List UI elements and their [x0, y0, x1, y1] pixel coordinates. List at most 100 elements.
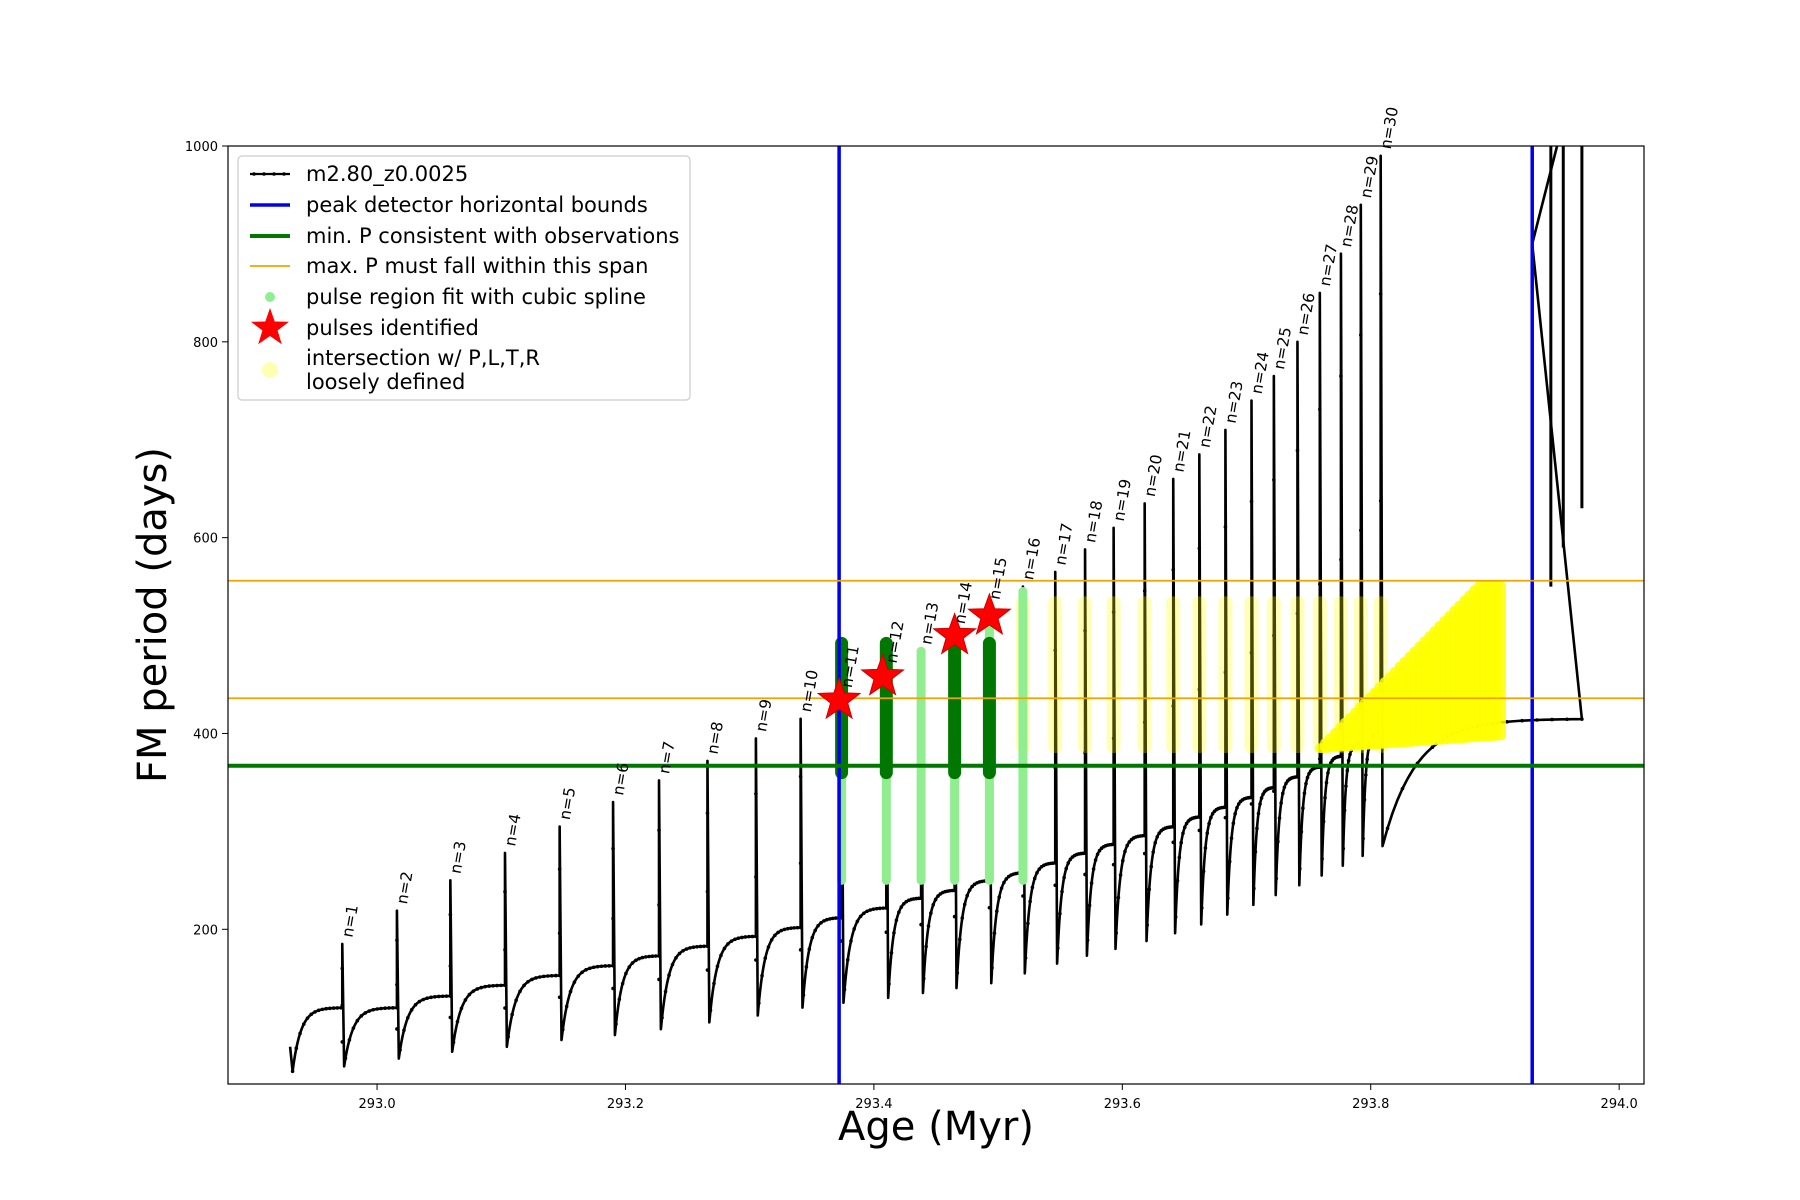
model-series-point: [792, 926, 796, 930]
model-series-point: [736, 936, 741, 940]
model-series-point: [798, 925, 803, 930]
model-series-point: [643, 955, 648, 959]
model-series-point: [1089, 881, 1094, 885]
model-series-point: [328, 1006, 332, 1011]
model-series-point: [1253, 850, 1258, 854]
pulse-label: n=9: [752, 698, 775, 733]
pulse-regions-layer: [835, 580, 1506, 885]
model-series-point: [807, 947, 812, 951]
model-series-point: [952, 888, 957, 893]
loose-intersection-band: [1218, 596, 1233, 754]
model-series-point: [1114, 931, 1119, 935]
model-series-point: [1272, 789, 1276, 794]
pulse-identified-star: [967, 592, 1012, 636]
model-series-point: [1142, 851, 1147, 856]
model-series-point: [1091, 867, 1096, 871]
model-series-point: [674, 955, 678, 960]
loose-intersection-band: [1078, 596, 1093, 754]
legend-handle-model-point: [252, 172, 256, 176]
model-series-point: [591, 965, 596, 970]
model-series-point: [440, 994, 445, 999]
model-series-point: [712, 981, 716, 986]
legend-label: loosely defined: [306, 370, 465, 394]
model-series-point: [627, 965, 632, 969]
model-series-point: [999, 886, 1004, 891]
model-series-point: [1085, 938, 1090, 942]
model-series-point: [588, 966, 592, 971]
model-series-point: [881, 906, 885, 910]
model-series-point: [1304, 781, 1308, 786]
model-series-point: [894, 918, 899, 923]
model-series-point: [506, 1035, 510, 1039]
model-series-point: [448, 964, 453, 968]
model-series-point: [858, 914, 863, 919]
model-series-point: [1226, 896, 1230, 901]
model-series-point: [1305, 775, 1310, 780]
model-series-point: [1235, 805, 1239, 810]
model-series-point: [750, 934, 755, 939]
model-series-point: [702, 944, 706, 949]
model-series-point: [557, 931, 562, 936]
pulse-label: n=7: [655, 740, 678, 775]
model-series-point: [451, 1040, 456, 1045]
model-series-point: [647, 954, 651, 959]
model-series-point: [957, 937, 962, 942]
model-series-point: [1125, 843, 1129, 848]
model-series-point: [897, 910, 901, 914]
y-tick-label: 600: [193, 532, 218, 547]
model-series-point: [719, 953, 723, 958]
model-series-point: [607, 964, 611, 968]
legend-label: peak detector horizontal bounds: [306, 193, 648, 217]
model-series-point: [455, 1019, 460, 1024]
model-series-point: [1127, 840, 1132, 844]
pulse-label: n=5: [556, 786, 579, 821]
legend-label: pulse region fit with cubic spline: [306, 285, 646, 309]
model-series-point: [657, 977, 661, 982]
pulse-label: n=1: [338, 903, 361, 938]
reference-lines-layer: [228, 146, 1644, 1084]
model-series-point: [1565, 717, 1569, 722]
model-series-point: [892, 931, 896, 935]
model-series-point: [1580, 717, 1584, 721]
model-series-point: [572, 980, 577, 984]
model-series-point: [534, 976, 538, 980]
model-series-point: [833, 916, 838, 920]
model-series-point: [1318, 757, 1322, 761]
model-series-point: [557, 867, 562, 871]
model-series-point: [766, 945, 771, 949]
model-series-point: [670, 962, 675, 967]
model-series-point: [557, 995, 562, 1000]
model-series-point: [1120, 858, 1125, 863]
pulse-label: n=3: [447, 840, 470, 875]
model-series-point: [395, 938, 399, 943]
pulse-label: n=20: [1141, 453, 1166, 498]
model-series-point: [667, 973, 671, 977]
model-series-layer: [288, 146, 1584, 1074]
model-series-point: [715, 964, 720, 969]
model-series-point: [584, 968, 588, 972]
model-series-point: [995, 909, 999, 914]
model-series-point: [402, 1028, 406, 1033]
model-series-point: [733, 937, 737, 942]
pulse-label: n=10: [797, 668, 822, 713]
model-series-point: [305, 1016, 310, 1020]
model-series-point: [429, 995, 433, 1000]
legend-handle-spline: [265, 292, 275, 302]
model-series-point: [1118, 873, 1123, 877]
x-tick-label: 294.0: [1601, 1097, 1638, 1112]
model-series-point: [359, 1014, 364, 1018]
model-series-point: [801, 993, 806, 997]
pulse-label: n=19: [1110, 478, 1135, 523]
model-series-point: [1023, 956, 1028, 960]
model-series-point: [929, 911, 933, 915]
pulse-label: n=22: [1196, 404, 1221, 449]
model-series-point: [1279, 801, 1283, 805]
legend-handle-model-point: [272, 172, 276, 176]
model-series-point: [822, 919, 826, 923]
model-series-point: [595, 964, 600, 969]
model-series-point: [729, 939, 734, 943]
model-series-point: [1068, 857, 1073, 862]
pulse-label: n=26: [1294, 291, 1319, 336]
